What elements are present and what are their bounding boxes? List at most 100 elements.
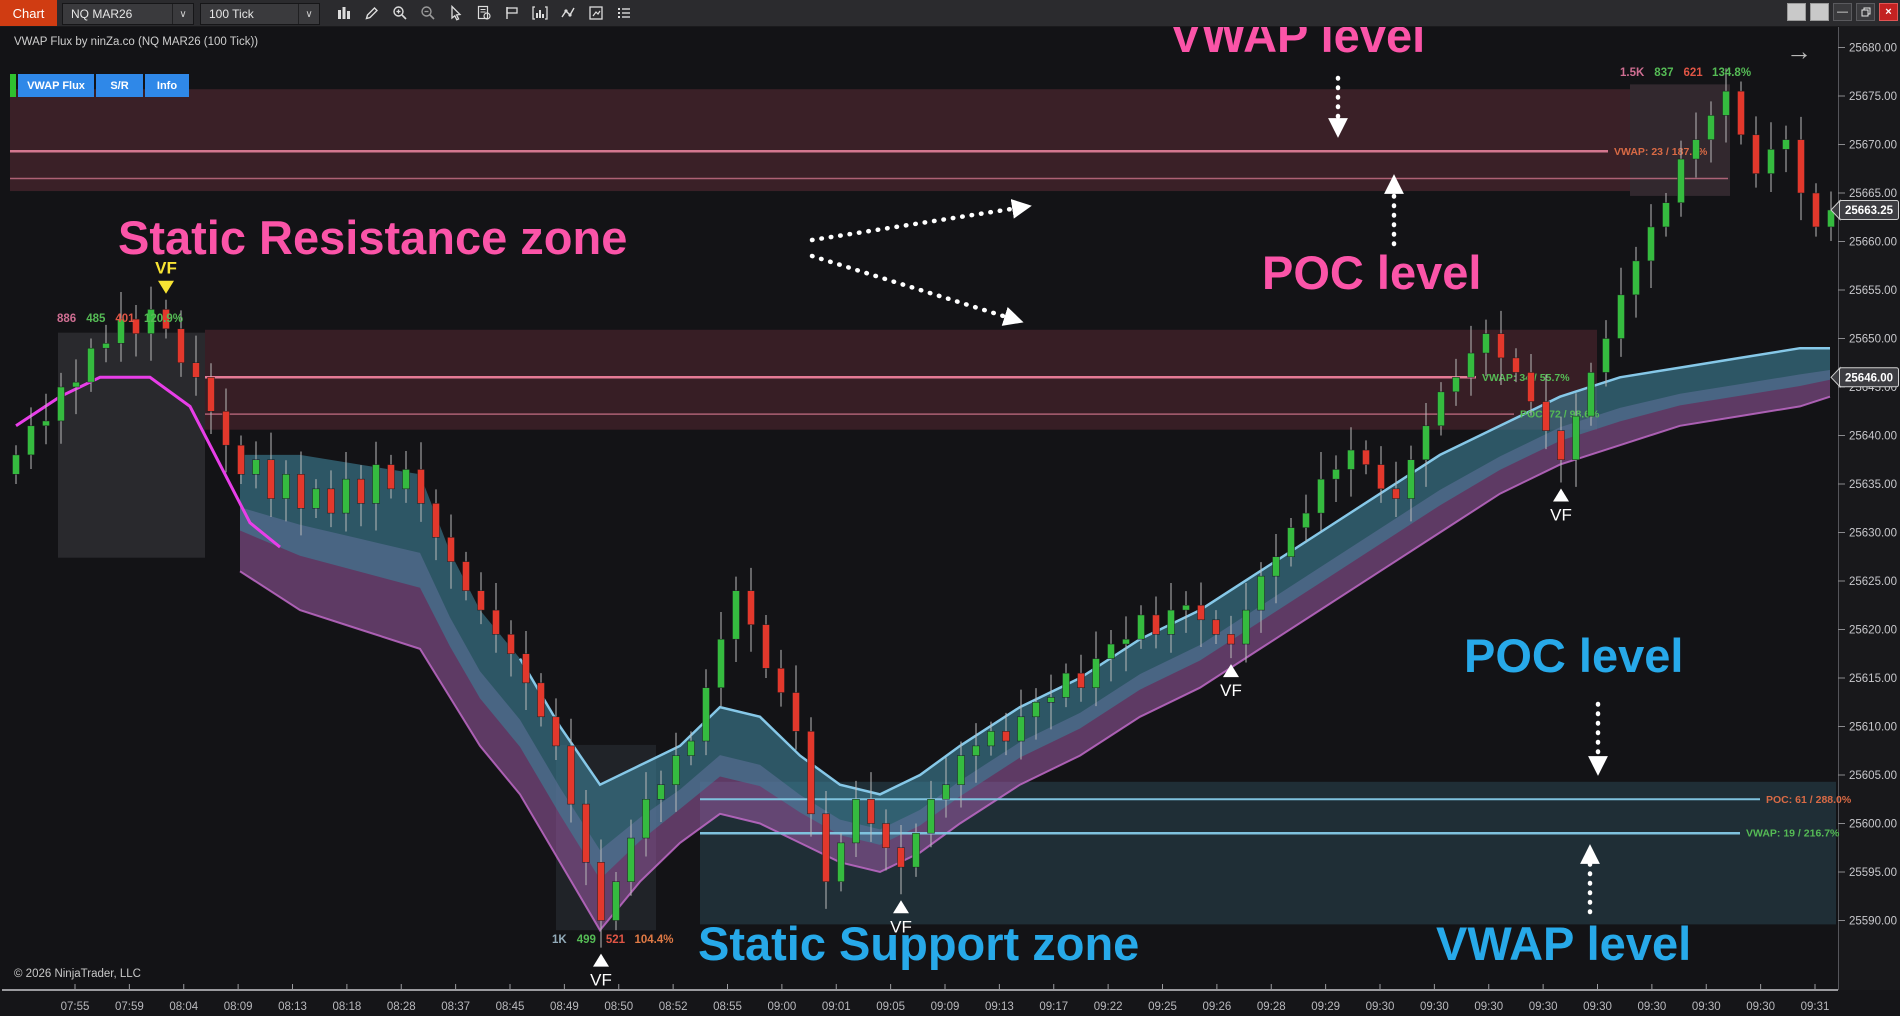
candle bbox=[612, 881, 620, 921]
price-axis-label: 25610.00 bbox=[1849, 722, 1897, 734]
zoom-in-icon[interactable] bbox=[386, 2, 414, 24]
candle bbox=[297, 474, 305, 509]
annotation-static-resistance-zone: Static Resistance zone bbox=[118, 211, 628, 264]
indicator-status-square bbox=[10, 74, 16, 97]
pointer-icon[interactable] bbox=[442, 2, 470, 24]
interval-link-button[interactable] bbox=[1810, 3, 1829, 21]
polyline-icon[interactable] bbox=[554, 2, 582, 24]
candle bbox=[627, 837, 635, 882]
time-axis-label: 08:09 bbox=[224, 1001, 253, 1013]
chart-window-icon[interactable] bbox=[582, 2, 610, 24]
price-axis-label: 25590.00 bbox=[1849, 916, 1897, 928]
candle bbox=[447, 537, 455, 562]
time-axis-label: 08:50 bbox=[604, 1001, 633, 1013]
time-axis-label: 09:29 bbox=[1311, 1001, 1340, 1013]
time-axis[interactable] bbox=[0, 990, 1900, 1016]
instrument-selector[interactable]: NQ MAR26 ∨ bbox=[62, 3, 194, 25]
candle bbox=[507, 634, 515, 654]
candle bbox=[582, 803, 590, 863]
tag-icon[interactable] bbox=[498, 2, 526, 24]
candle bbox=[222, 411, 230, 446]
sr-button[interactable]: S/R bbox=[96, 74, 143, 97]
candle bbox=[672, 755, 680, 785]
candle bbox=[1047, 697, 1055, 703]
candle bbox=[162, 309, 170, 330]
candle bbox=[1017, 716, 1025, 742]
price-marker-value: 25646.00 bbox=[1845, 372, 1893, 384]
candle bbox=[1452, 377, 1460, 393]
indicator-panel-icon[interactable] bbox=[526, 2, 554, 24]
candle bbox=[927, 799, 935, 834]
info-button[interactable]: Info bbox=[145, 74, 189, 97]
candle bbox=[1362, 449, 1370, 465]
list-icon[interactable] bbox=[610, 2, 638, 24]
candle bbox=[1197, 605, 1205, 621]
zoom-out-icon[interactable] bbox=[414, 2, 442, 24]
candle bbox=[417, 469, 425, 504]
price-axis-label: 25620.00 bbox=[1849, 625, 1897, 637]
candle bbox=[1347, 449, 1355, 470]
vwap-flux-button[interactable]: VWAP Flux bbox=[18, 74, 94, 97]
candle bbox=[387, 464, 395, 490]
candle bbox=[177, 328, 185, 363]
pencil-icon[interactable] bbox=[358, 2, 386, 24]
candle bbox=[1767, 149, 1775, 174]
time-axis-label: 09:30 bbox=[1583, 1001, 1612, 1013]
candle bbox=[522, 653, 530, 684]
price-axis-label: 25675.00 bbox=[1849, 91, 1897, 103]
candle bbox=[1242, 609, 1250, 645]
candle bbox=[1167, 609, 1175, 635]
vf-up-marker-icon bbox=[593, 953, 609, 967]
toolbar bbox=[330, 0, 638, 26]
sr-level-label: VWAP: 23 / 187.5% bbox=[1614, 146, 1708, 158]
candle bbox=[882, 823, 890, 848]
chevron-down-icon[interactable]: ∨ bbox=[172, 4, 193, 24]
vf-up-marker-icon bbox=[893, 900, 909, 914]
time-axis-label: 09:30 bbox=[1746, 1001, 1775, 1013]
candle bbox=[1737, 90, 1745, 136]
candle bbox=[27, 425, 35, 456]
time-axis-label: 08:52 bbox=[659, 1001, 688, 1013]
vf-up-marker-icon bbox=[1553, 488, 1569, 502]
candle bbox=[1512, 357, 1520, 373]
vf-marker-label: VF bbox=[590, 971, 612, 990]
zone-stats-row: 886 485 401 120.9% bbox=[57, 313, 183, 325]
time-axis-label: 09:30 bbox=[1529, 1001, 1558, 1013]
go-to-end-arrow-icon[interactable]: → bbox=[1786, 36, 1812, 66]
time-axis-label: 09:01 bbox=[822, 1001, 851, 1013]
data-series-icon[interactable] bbox=[470, 2, 498, 24]
minimize-button[interactable]: — bbox=[1833, 3, 1852, 21]
time-axis-label: 09:28 bbox=[1257, 1001, 1286, 1013]
time-axis-label: 09:30 bbox=[1420, 1001, 1449, 1013]
time-axis-label: 07:59 bbox=[115, 1001, 144, 1013]
time-axis-label: 09:22 bbox=[1094, 1001, 1123, 1013]
candle bbox=[1272, 556, 1280, 577]
candle bbox=[87, 347, 95, 383]
bars-icon[interactable] bbox=[330, 2, 358, 24]
candle bbox=[1332, 469, 1340, 480]
time-axis-label: 08:13 bbox=[278, 1001, 307, 1013]
vf-marker-label: VF bbox=[890, 917, 912, 936]
time-axis-label: 09:13 bbox=[985, 1001, 1014, 1013]
restore-button[interactable] bbox=[1856, 3, 1875, 21]
time-axis-label: 08:45 bbox=[496, 1001, 525, 1013]
time-axis-label: 09:05 bbox=[876, 1001, 905, 1013]
close-button[interactable]: × bbox=[1879, 3, 1898, 21]
candle bbox=[1677, 158, 1685, 203]
candle bbox=[1422, 425, 1430, 460]
candle bbox=[1437, 391, 1445, 427]
price-axis[interactable] bbox=[1838, 26, 1900, 990]
interval-selector[interactable]: 100 Tick ∨ bbox=[200, 3, 320, 25]
time-axis-label: 08:37 bbox=[441, 1001, 470, 1013]
price-axis-label: 25650.00 bbox=[1849, 334, 1897, 346]
candle bbox=[732, 590, 740, 640]
candle bbox=[597, 862, 605, 921]
candle bbox=[207, 377, 215, 412]
tab-chart[interactable]: Chart bbox=[0, 0, 57, 26]
annotation-static-support-zone: Static Support zone bbox=[698, 917, 1140, 970]
vf-marker-label: VF bbox=[1550, 506, 1572, 525]
instrument-link-button[interactable] bbox=[1787, 3, 1806, 21]
price-marker-box bbox=[1839, 367, 1899, 388]
chevron-down-icon[interactable]: ∨ bbox=[298, 4, 319, 24]
